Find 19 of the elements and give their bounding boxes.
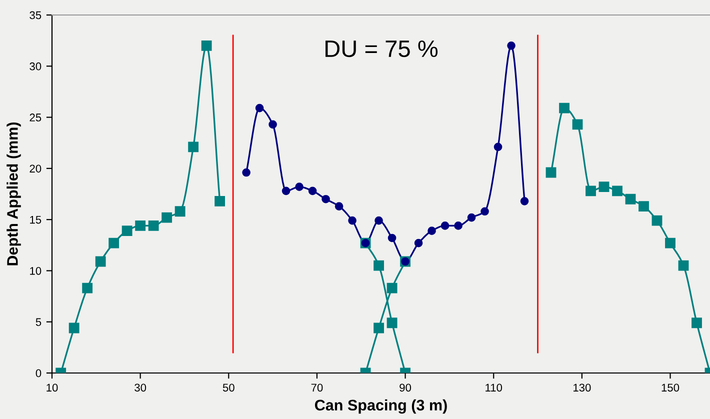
x-tick-label: 110 — [486, 384, 502, 392]
x-tick-label: 10 — [46, 384, 58, 392]
x-tick-label: 70 — [311, 384, 323, 392]
y-tick-label: 25 — [30, 114, 42, 122]
x-tick-label: 90 — [400, 384, 412, 392]
y-tick-label: 15 — [30, 216, 42, 224]
annotation: DU = 75 % — [326, 40, 438, 58]
y-tick-label: 20 — [30, 164, 42, 173]
x-axis-title: Can Spacing (3 m) — [314, 399, 447, 414]
y-axis-title: Depth Applied (mm) — [6, 122, 21, 266]
y-tick-label: 0 — [36, 369, 42, 378]
y-tick-label: 35 — [30, 11, 42, 20]
y-tick-label: 30 — [30, 62, 42, 70]
x-tick-label: 30 — [134, 384, 146, 392]
y-tick-label: 5 — [36, 318, 42, 326]
x-tick-label: 150 — [662, 384, 680, 392]
x-tick-label: 130 — [574, 384, 591, 392]
x-tick-label: 50 — [222, 384, 234, 392]
y-tick-label: 10 — [30, 266, 42, 275]
